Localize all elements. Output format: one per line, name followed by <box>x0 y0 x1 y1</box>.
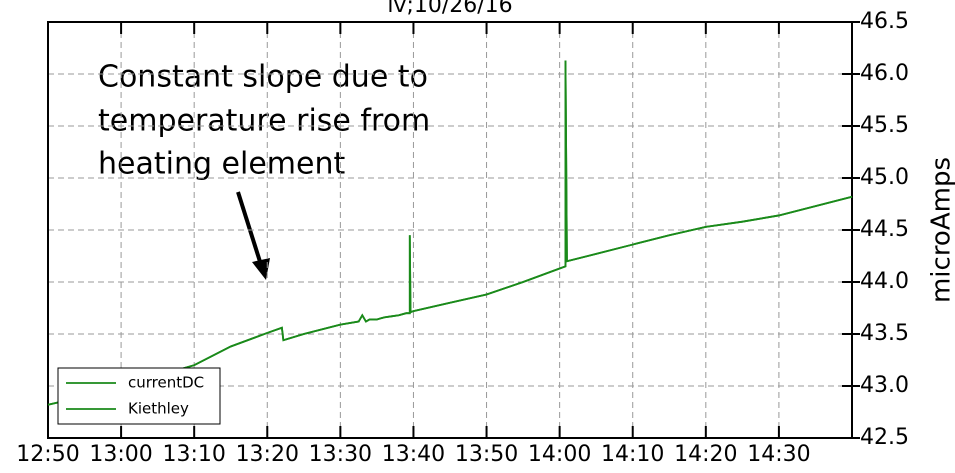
legend: currentDC Kiethley <box>58 368 220 424</box>
x-tick-label: 14:30 <box>747 442 810 467</box>
y-tick-label: 45.5 <box>860 113 909 138</box>
y-tick-label: 44.5 <box>860 217 909 242</box>
x-tick-label: 13:40 <box>382 442 445 467</box>
y-tick-label: 43.0 <box>860 373 909 398</box>
y-tick-label: 46.0 <box>860 61 909 86</box>
x-tick-label: 13:30 <box>309 442 372 467</box>
x-tick-label: 13:00 <box>89 442 152 467</box>
annotation-line: heating element <box>98 147 345 182</box>
y-axis-label: microAmps <box>927 157 955 303</box>
x-tick-label: 13:20 <box>236 442 299 467</box>
x-tick-label: 13:50 <box>455 442 518 467</box>
chart-title: lv;10/26/16 <box>387 0 512 18</box>
annotation-line: temperature rise from <box>98 104 430 139</box>
x-tick-label: 14:10 <box>601 442 664 467</box>
x-tick-label: 13:10 <box>162 442 225 467</box>
x-tick-label: 14:20 <box>674 442 737 467</box>
annotation: Constant slope due to temperature rise f… <box>98 60 430 182</box>
y-tick-label: 46.5 <box>860 9 909 34</box>
y-tick-label: 42.5 <box>860 425 909 450</box>
y-tick-label: 43.5 <box>860 321 909 346</box>
legend-label: Kiethley <box>128 400 189 418</box>
annotation-line: Constant slope due to <box>98 60 428 95</box>
y-tick-label: 45.0 <box>860 165 909 190</box>
x-tick-label: 12:50 <box>16 442 79 467</box>
legend-label: currentDC <box>128 374 204 392</box>
y-tick-label: 44.0 <box>860 269 909 294</box>
x-tick-label: 14:00 <box>528 442 591 467</box>
